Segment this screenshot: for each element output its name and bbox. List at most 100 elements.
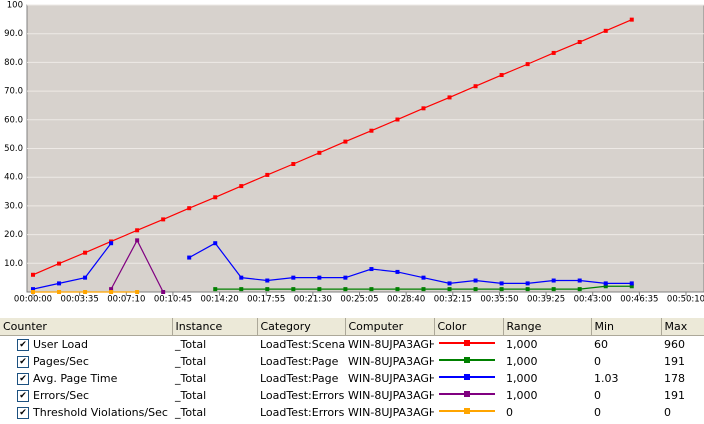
table-cell: WIN-8UJPA3AGHI [348,406,434,419]
point [317,275,322,280]
color-swatch [439,391,495,397]
table-cell: LoadTest:Errors [260,406,345,419]
table-cell: 191 [664,389,685,402]
x-tick-label: 00:07:10 [107,295,145,305]
point [525,62,530,67]
x-tick-label: 00:03:35 [61,295,99,305]
y-tick-label: 40.0 [4,173,23,183]
point [213,241,218,246]
table-cell: WIN-8UJPA3AGHI [348,355,434,368]
counter-name: User Load [33,338,88,351]
point [369,128,374,133]
column-header: Computer [345,318,435,336]
series-line [32,19,633,276]
column-header: Range [503,318,592,336]
counter-cell: ✔ Avg. Page Time [0,370,172,387]
point [291,161,296,166]
table-cell: 0 [664,406,671,419]
color-cell [434,353,503,370]
column-header: Category [257,318,346,336]
x-tick-label: 00:32:15 [434,295,472,305]
point [135,228,140,233]
table-cell: 0 [594,406,601,419]
counter-cell: ✔ Threshold Violations/Sec [0,404,172,421]
point [187,255,192,260]
table-cell: _Total [175,389,207,402]
point [109,241,114,246]
y-tick-label: 100 [7,1,23,11]
table-cell: LoadTest:Scenari [260,338,345,351]
checkbox[interactable]: ✔ [17,390,29,402]
x-tick-label: 00:46:35 [620,295,658,305]
column-header: Instance [172,318,258,336]
table-cell: LoadTest:Errors [260,389,345,402]
series-line [32,242,632,290]
checkbox[interactable]: ✔ [17,356,29,368]
point [395,269,400,274]
counter-name: Errors/Sec [33,389,90,402]
color-swatch [439,340,495,346]
point [265,172,270,177]
x-tick-label: 00:28:40 [387,295,425,305]
counter-cell: ✔ Pages/Sec [0,353,172,370]
table-cell: WIN-8UJPA3AGHI [348,372,434,385]
y-tick-label: 60.0 [4,115,23,125]
color-cell [434,336,503,354]
counter-name: Threshold Violations/Sec [33,406,168,419]
counter-cell: ✔ User Load [0,336,172,354]
point [83,275,88,280]
x-tick-label: 00:25:05 [340,295,378,305]
x-tick-label: 00:10:45 [154,295,192,305]
point [213,195,218,200]
table-cell: _Total [175,406,207,419]
point [239,184,244,189]
table-cell: 191 [664,355,685,368]
point [291,287,296,292]
point [629,281,634,286]
point [525,287,530,292]
y-tick-label: 10.0 [4,259,23,269]
color-cell [434,404,503,421]
point [31,272,35,277]
point [109,290,114,294]
checkbox[interactable]: ✔ [17,339,29,351]
point [447,281,452,286]
point [629,284,634,289]
table-row: ✔ User Load _Total LoadTest:Scenari WIN-8UJP… [0,336,704,354]
point [369,267,374,272]
point [447,95,452,100]
x-tick-label: 00:00:00 [14,295,52,305]
counter-table: Counter Instance Category Computer Color Rang… [0,318,704,421]
point [265,278,270,283]
point [343,139,348,144]
y-tick-label: 30.0 [4,201,23,211]
table-cell: _Total [175,355,207,368]
point [109,287,114,292]
point [213,287,218,292]
column-header: Counter [0,318,173,336]
point [57,290,62,294]
color-swatch [439,374,495,380]
x-tick-label: 00:14:20 [200,295,238,305]
point [577,40,582,45]
table-cell: 0 [506,406,513,419]
color-swatch [439,408,495,414]
point [395,117,400,122]
table-cell: 0 [594,355,601,368]
color-swatch [439,357,495,363]
table-row: ✔ Errors/Sec _Total LoadTest:Errors WIN-8UJP… [0,387,704,404]
point [265,287,270,292]
checkbox[interactable]: ✔ [17,373,29,385]
point [31,287,35,292]
point [187,206,192,211]
table-cell: WIN-8UJPA3AGHI [348,338,434,351]
point [525,281,530,286]
point [239,275,244,280]
point [317,150,322,155]
point [83,290,88,294]
point [57,281,62,286]
checkbox[interactable]: ✔ [17,407,29,419]
y-tick-label: 50.0 [4,144,23,154]
point [239,287,244,292]
